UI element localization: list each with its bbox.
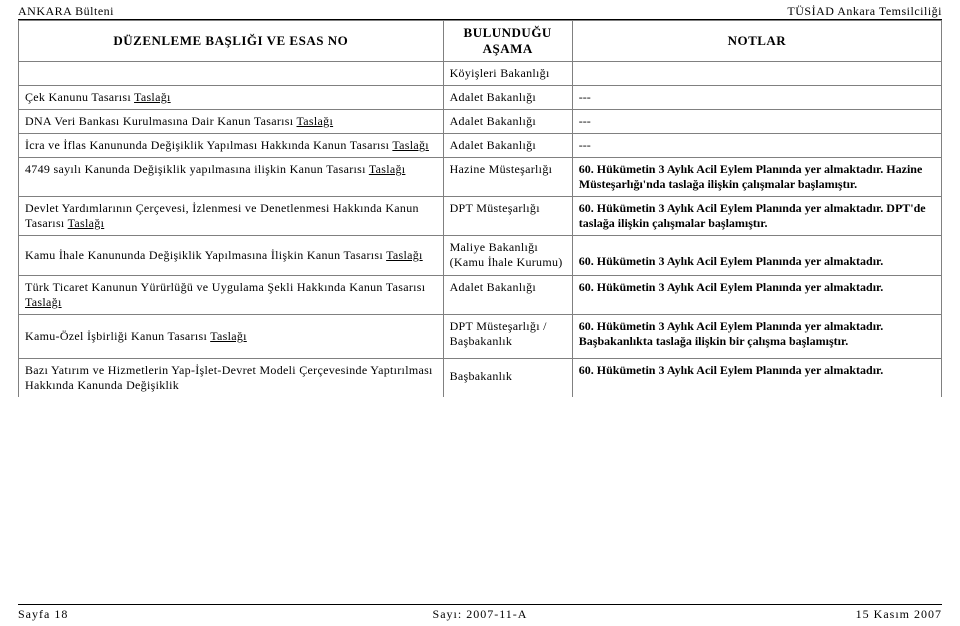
draft-link[interactable]: Taslağı xyxy=(134,90,171,104)
issue-number: Sayı: 2007-11-A xyxy=(433,607,528,622)
org-title: TÜSİAD Ankara Temsilciliği xyxy=(787,4,942,19)
title-text: Bazı Yatırım ve Hizmetlerin Yap-İşlet-De… xyxy=(25,363,433,392)
table-row: 4749 sayılı Kanunda Değişiklik yapılması… xyxy=(19,158,942,197)
stage-line1: BULUNDUĞU xyxy=(464,25,552,40)
table-row: Devlet Yardımlarının Çerçevesi, İzlenmes… xyxy=(19,197,942,236)
title-text: DNA Veri Bankası Kurulmasına Dair Kanun … xyxy=(25,114,297,128)
cell-title: Kamu İhale Kanununda Değişiklik Yapılmas… xyxy=(19,236,444,276)
title-text: Kamu İhale Kanununda Değişiklik Yapılmas… xyxy=(25,248,386,262)
table-header-row: DÜZENLEME BAŞLIĞI VE ESAS NO BULUNDUĞU A… xyxy=(19,21,942,62)
cell-notes: --- xyxy=(572,86,941,110)
col-header-stage: BULUNDUĞU AŞAMA xyxy=(443,21,572,62)
cell-notes: 60. Hükümetin 3 Aylık Acil Eylem Planınd… xyxy=(572,197,941,236)
cell-title: Çek Kanunu Tasarısı Taslağı xyxy=(19,86,444,110)
cell-notes: 60. Hükümetin 3 Aylık Acil Eylem Planınd… xyxy=(572,276,941,315)
table-row: Kamu-Özel İşbirliği Kanun Tasarısı Tasla… xyxy=(19,315,942,359)
cell-stage: Başbakanlık xyxy=(443,359,572,398)
draft-link[interactable]: Taslağı xyxy=(25,295,62,309)
cell-stage: Adalet Bakanlığı xyxy=(443,134,572,158)
page-number: Sayfa 18 xyxy=(18,607,68,622)
issue-date: 15 Kasım 2007 xyxy=(856,607,942,622)
regulation-table: DÜZENLEME BAŞLIĞI VE ESAS NO BULUNDUĞU A… xyxy=(18,20,942,397)
cell-notes: 60. Hükümetin 3 Aylık Acil Eylem Planınd… xyxy=(572,359,941,398)
cell-stage: Hazine Müsteşarlığı xyxy=(443,158,572,197)
col-header-title: DÜZENLEME BAŞLIĞI VE ESAS NO xyxy=(19,21,444,62)
draft-link[interactable]: Taslağı xyxy=(386,248,423,262)
cell-stage: Köyişleri Bakanlığı xyxy=(443,62,572,86)
draft-link[interactable]: Taslağı xyxy=(297,114,334,128)
title-text: Kamu-Özel İşbirliği Kanun Tasarısı xyxy=(25,329,210,343)
title-text: Türk Ticaret Kanunun Yürürlüğü ve Uygula… xyxy=(25,280,425,294)
table-row: Kamu İhale Kanununda Değişiklik Yapılmas… xyxy=(19,236,942,276)
cell-notes: --- xyxy=(572,110,941,134)
table-row: Bazı Yatırım ve Hizmetlerin Yap-İşlet-De… xyxy=(19,359,942,398)
table-row: İcra ve İflas Kanununda Değişiklik Yapıl… xyxy=(19,134,942,158)
cell-title: 4749 sayılı Kanunda Değişiklik yapılması… xyxy=(19,158,444,197)
cell-title: İcra ve İflas Kanununda Değişiklik Yapıl… xyxy=(19,134,444,158)
title-text: 4749 sayılı Kanunda Değişiklik yapılması… xyxy=(25,162,369,176)
table-row: Türk Ticaret Kanunun Yürürlüğü ve Uygula… xyxy=(19,276,942,315)
cell-title: Devlet Yardımlarının Çerçevesi, İzlenmes… xyxy=(19,197,444,236)
cell-stage: Maliye Bakanlığı (Kamu İhale Kurumu) xyxy=(443,236,572,276)
cell-title: DNA Veri Bankası Kurulmasına Dair Kanun … xyxy=(19,110,444,134)
cell-title xyxy=(19,62,444,86)
cell-stage: Adalet Bakanlığı xyxy=(443,276,572,315)
draft-link[interactable]: Taslağı xyxy=(68,216,105,230)
cell-notes xyxy=(572,62,941,86)
cell-stage: Adalet Bakanlığı xyxy=(443,86,572,110)
title-text: Çek Kanunu Tasarısı xyxy=(25,90,134,104)
col-header-notes: NOTLAR xyxy=(572,21,941,62)
draft-link[interactable]: Taslağı xyxy=(210,329,247,343)
cell-notes: 60. Hükümetin 3 Aylık Acil Eylem Planınd… xyxy=(572,315,941,359)
cell-stage: DPT Müsteşarlığı xyxy=(443,197,572,236)
table-row: Köyişleri Bakanlığı xyxy=(19,62,942,86)
cell-title: Kamu-Özel İşbirliği Kanun Tasarısı Tasla… xyxy=(19,315,444,359)
cell-title: Bazı Yatırım ve Hizmetlerin Yap-İşlet-De… xyxy=(19,359,444,398)
cell-stage: Adalet Bakanlığı xyxy=(443,110,572,134)
stage-line2: AŞAMA xyxy=(483,41,533,56)
cell-notes: 60. Hükümetin 3 Aylık Acil Eylem Planınd… xyxy=(572,236,941,276)
footer: Sayfa 18 Sayı: 2007-11-A 15 Kasım 2007 xyxy=(18,604,942,622)
cell-stage: DPT Müsteşarlığı / Başbakanlık xyxy=(443,315,572,359)
title-text: İcra ve İflas Kanununda Değişiklik Yapıl… xyxy=(25,138,392,152)
table-row: DNA Veri Bankası Kurulmasına Dair Kanun … xyxy=(19,110,942,134)
draft-link[interactable]: Taslağı xyxy=(392,138,429,152)
bulletin-title: ANKARA Bülteni xyxy=(18,4,114,19)
cell-notes: --- xyxy=(572,134,941,158)
cell-notes: 60. Hükümetin 3 Aylık Acil Eylem Planınd… xyxy=(572,158,941,197)
draft-link[interactable]: Taslağı xyxy=(369,162,406,176)
table-row: Çek Kanunu Tasarısı Taslağı Adalet Bakan… xyxy=(19,86,942,110)
cell-title: Türk Ticaret Kanunun Yürürlüğü ve Uygula… xyxy=(19,276,444,315)
